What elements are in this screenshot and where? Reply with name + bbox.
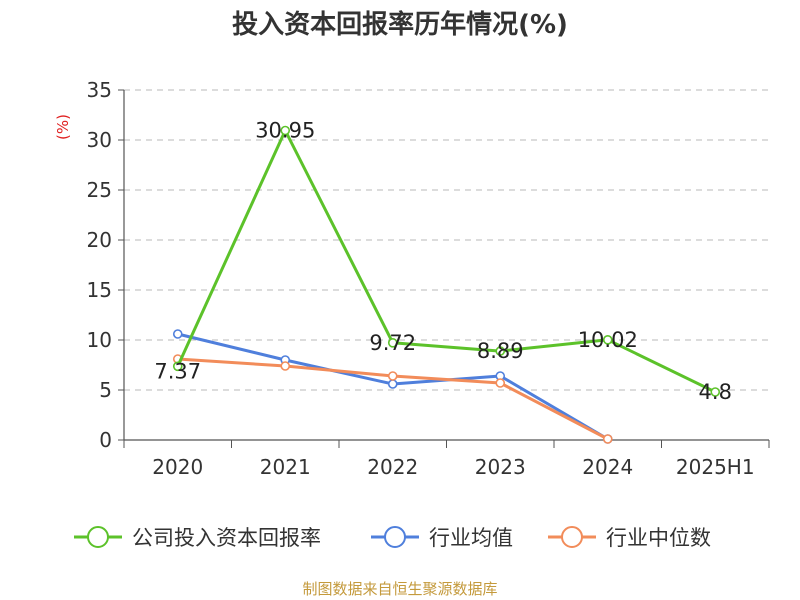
data-point [387, 337, 398, 348]
series-line [176, 129, 716, 394]
data-point [172, 361, 183, 372]
series-line [177, 357, 609, 441]
data-label: 4.8 [699, 380, 732, 404]
x-tick-label: 2025H1 [676, 455, 755, 479]
data-label: 9.72 [369, 331, 416, 355]
y-tick-label: 20 [87, 228, 112, 252]
x-tick-label: 2023 [475, 455, 526, 479]
axes [118, 89, 770, 448]
source-note: 制图数据来自恒生聚源数据库 [302, 580, 498, 598]
data-point [387, 379, 398, 389]
x-tick-labels: 2020 2021 2022 2023 2024 2025H1 [152, 455, 754, 479]
legend: 公司投入资本回报率 行业均值 行业中位数 [74, 526, 711, 550]
data-point [602, 334, 613, 345]
legend-item: 公司投入资本回报率 [74, 526, 321, 550]
x-tick-label: 2020 [152, 455, 203, 479]
data-label: 7.37 [154, 359, 201, 383]
y-tick-label: 25 [87, 178, 112, 202]
data-point [387, 371, 398, 381]
data-label: 8.89 [477, 339, 524, 363]
x-tick-label: 2022 [367, 455, 418, 479]
legend-label: 公司投入资本回报率 [132, 526, 321, 550]
y-tick-label: 5 [99, 378, 112, 402]
legend-label: 行业均值 [429, 526, 513, 550]
series-lines [172, 125, 721, 444]
y-tick-label: 35 [87, 78, 112, 102]
data-point [495, 378, 506, 388]
data-point [280, 361, 291, 371]
y-tick-labels: 0 5 10 15 20 25 30 35 [87, 78, 112, 452]
data-point [172, 329, 183, 339]
chart-title: 投入资本回报率历年情况(%) [232, 10, 568, 40]
legend-item: 行业均值 [371, 526, 513, 550]
x-tick-label: 2021 [260, 455, 311, 479]
data-labels: 7.37 30.95 9.72 8.89 10.02 4.8 [154, 119, 732, 405]
legend-marker [87, 526, 109, 548]
grid-lines [124, 89, 769, 391]
data-point [710, 387, 721, 397]
legend-item: 行业中位数 [548, 526, 711, 550]
data-point [495, 346, 506, 356]
x-tick-label: 2024 [582, 455, 633, 479]
data-point [280, 125, 291, 136]
y-axis-label: (%) [54, 114, 72, 140]
legend-marker [561, 526, 583, 548]
y-tick-label: 30 [87, 128, 112, 152]
legend-label: 行业中位数 [606, 526, 711, 550]
y-tick-label: 0 [99, 428, 112, 452]
y-tick-label: 15 [87, 278, 112, 302]
legend-marker [384, 526, 406, 548]
data-point [602, 434, 613, 444]
data-label: 10.02 [578, 328, 638, 352]
data-label: 30.95 [255, 119, 315, 143]
y-tick-label: 10 [87, 328, 112, 352]
